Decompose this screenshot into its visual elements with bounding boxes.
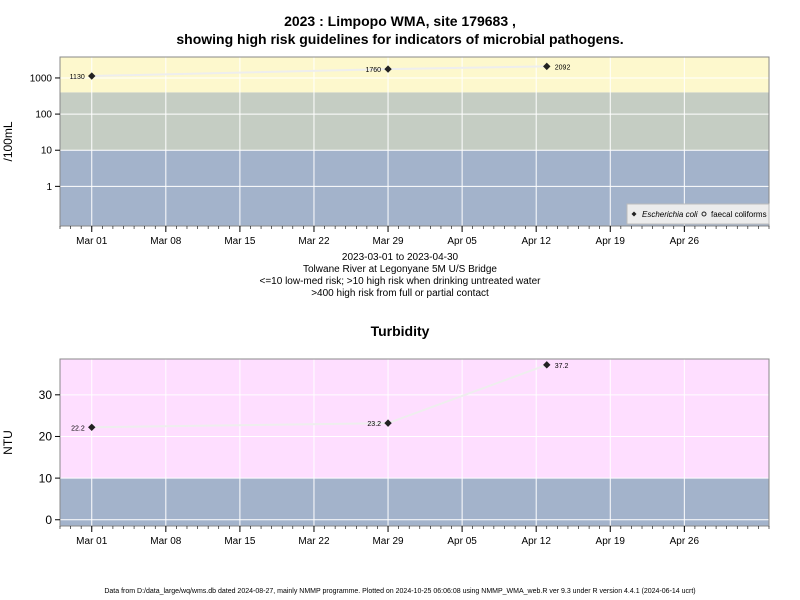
legend-marker-diamond — [631, 211, 637, 217]
y-axis-title: NTU — [1, 430, 15, 455]
plot-frame — [59, 56, 770, 227]
y-tick-label: 1000 — [30, 73, 53, 84]
turbidity-chart: 0 10 20 30 NTU Mar 01 Mar 08 Mar 15 Mar 22 Mar 29… — [1, 358, 770, 547]
data-point — [543, 361, 551, 369]
x-tick-label: Apr 26 — [670, 536, 700, 547]
x-tick-label: Apr 05 — [447, 236, 477, 247]
risk-band — [60, 478, 769, 526]
caption-contact-risk: >400 high risk from full or partial cont… — [311, 288, 489, 299]
caption-drinking-risk: <=10 low-med risk; >10 high risk when dr… — [259, 276, 541, 287]
x-tick-label: Apr 19 — [596, 536, 626, 547]
y-tick-label: 20 — [39, 430, 53, 444]
x-tick-label: Mar 29 — [372, 236, 404, 247]
x-tick-label: Apr 05 — [447, 536, 477, 547]
x-tick-label: Apr 19 — [596, 236, 626, 247]
main-title-line1: 2023 : Limpopo WMA, site 179683 , — [284, 13, 516, 29]
x-tick-label: Mar 15 — [224, 236, 256, 247]
x-tick-label: Mar 29 — [372, 536, 404, 547]
plot-frame — [59, 358, 770, 527]
legend-marker-circle — [701, 211, 707, 217]
y-tick-label: 10 — [41, 146, 53, 157]
data-point — [543, 62, 551, 71]
y-tick-label: 100 — [35, 110, 52, 121]
x-tick-label: Mar 22 — [298, 236, 330, 247]
data-point — [88, 423, 96, 432]
legend-label-ecoli: Escherichia coli — [642, 210, 698, 219]
caption-date-range: 2023-03-01 to 2023-04-30 — [341, 252, 459, 263]
data-label: 23.2 — [367, 421, 381, 428]
y-tick-label: 30 — [39, 388, 53, 402]
x-tick-label: Apr 12 — [521, 236, 551, 247]
data-label: 37.2 — [555, 363, 569, 370]
y-tick-label: 0 — [45, 513, 52, 527]
data-label: 1760 — [365, 67, 381, 74]
data-label: 22.2 — [71, 425, 85, 432]
data-label: 2092 — [555, 64, 571, 71]
legend-label-faecal: faecal coliforms — [711, 210, 767, 219]
x-tick-label: Apr 12 — [521, 536, 551, 547]
data-label: 1130 — [70, 74, 85, 81]
turbidity-title: Turbidity — [370, 323, 430, 339]
data-point — [384, 419, 392, 427]
legend-box — [626, 203, 770, 225]
x-tick-label: Mar 08 — [150, 536, 182, 547]
x-tick-label: Mar 01 — [76, 536, 108, 547]
x-tick-label: Apr 26 — [670, 236, 700, 247]
risk-band — [60, 92, 769, 151]
caption-site-name: Tolwane River at Legonyane 5M U/S Bridge — [303, 264, 497, 275]
y-axis-title: /100mL — [1, 121, 15, 161]
ecoli-chart: 1 10 100 1000/100mL Mar 01 Mar 08 Mar 15 Mar 22… — [1, 56, 770, 247]
main-title-line2: showing high risk guidelines for indicat… — [176, 31, 624, 47]
data-point — [384, 65, 392, 73]
x-tick-label: Mar 15 — [224, 536, 256, 547]
y-tick-label: 1 — [46, 182, 52, 193]
data-point — [88, 72, 96, 80]
y-tick-label: 10 — [39, 471, 53, 485]
x-tick-label: Mar 08 — [150, 236, 182, 247]
x-tick-label: Mar 01 — [76, 236, 108, 247]
risk-band — [60, 359, 769, 479]
footer-note: Data from D:/data_large/wq/wms.db dated … — [104, 588, 696, 595]
x-tick-label: Mar 22 — [298, 536, 330, 547]
